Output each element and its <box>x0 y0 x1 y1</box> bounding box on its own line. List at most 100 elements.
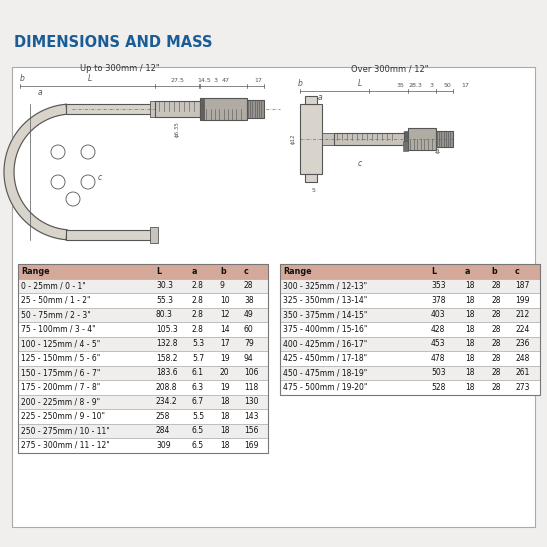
Bar <box>322 133 334 145</box>
Text: a: a <box>38 88 43 97</box>
Text: Range: Range <box>283 267 312 276</box>
Text: ϕ12: ϕ12 <box>291 133 296 144</box>
Text: c: c <box>244 267 249 276</box>
Text: 18: 18 <box>465 310 474 319</box>
Text: Over 300mm / 12": Over 300mm / 12" <box>351 64 429 73</box>
Bar <box>280 322 540 336</box>
Text: c: c <box>515 267 520 276</box>
Text: 208.8: 208.8 <box>156 383 177 392</box>
Text: b: b <box>20 74 25 83</box>
Bar <box>18 264 268 278</box>
Text: 150 - 175mm / 6 - 7": 150 - 175mm / 6 - 7" <box>21 368 101 377</box>
Bar <box>280 264 540 278</box>
Text: 224: 224 <box>515 325 529 334</box>
Bar <box>280 351 540 365</box>
Text: 14.5: 14.5 <box>197 78 211 83</box>
Text: ϕ21: ϕ21 <box>435 142 440 153</box>
Text: 80.3: 80.3 <box>156 310 173 319</box>
Text: 261: 261 <box>515 368 529 377</box>
Text: 30.3: 30.3 <box>156 281 173 290</box>
Text: 28: 28 <box>491 354 501 363</box>
Text: 50: 50 <box>443 83 451 88</box>
Text: b: b <box>220 267 226 276</box>
Text: b: b <box>491 267 497 276</box>
Bar <box>403 141 408 151</box>
Bar <box>200 98 247 120</box>
Text: c: c <box>98 172 102 182</box>
Text: 275 - 300mm / 11 - 12": 275 - 300mm / 11 - 12" <box>21 441 110 450</box>
Text: 28: 28 <box>491 339 501 348</box>
Bar <box>436 131 453 147</box>
Text: 18: 18 <box>465 354 474 363</box>
Bar <box>247 100 264 118</box>
Text: 118: 118 <box>244 383 258 392</box>
Text: 475 - 500mm / 19-20": 475 - 500mm / 19-20" <box>283 383 368 392</box>
Text: 273: 273 <box>515 383 529 392</box>
Bar <box>155 101 200 117</box>
Text: 10: 10 <box>220 296 230 305</box>
Text: 14: 14 <box>220 325 230 334</box>
Text: 18: 18 <box>220 426 230 435</box>
Text: 18: 18 <box>465 296 474 305</box>
Text: 9: 9 <box>220 281 225 290</box>
Text: 28: 28 <box>491 310 501 319</box>
Bar <box>280 307 540 322</box>
Text: 400 - 425mm / 16-17": 400 - 425mm / 16-17" <box>283 339 367 348</box>
Bar <box>150 227 158 243</box>
Text: ϕ8: ϕ8 <box>404 130 409 137</box>
Bar <box>18 438 268 452</box>
Text: 50 - 75mm / 2 - 3": 50 - 75mm / 2 - 3" <box>21 310 91 319</box>
Text: 55.3: 55.3 <box>156 296 173 305</box>
Bar <box>18 394 268 409</box>
Text: 250 - 275mm / 10 - 11": 250 - 275mm / 10 - 11" <box>21 426 110 435</box>
Text: 18: 18 <box>220 397 230 406</box>
Text: 20: 20 <box>220 368 230 377</box>
Bar <box>150 101 158 117</box>
Text: 2.8: 2.8 <box>192 281 204 290</box>
Text: 18: 18 <box>465 339 474 348</box>
Text: a: a <box>465 267 470 276</box>
Text: 130: 130 <box>244 397 259 406</box>
Text: c: c <box>358 160 362 168</box>
Text: 284: 284 <box>156 426 170 435</box>
Text: 27.5: 27.5 <box>170 78 184 83</box>
Text: 28: 28 <box>491 296 501 305</box>
Text: 248: 248 <box>515 354 529 363</box>
Bar <box>408 128 436 150</box>
Bar <box>305 174 317 182</box>
Bar <box>18 423 268 438</box>
Bar <box>305 96 317 104</box>
Text: 17: 17 <box>220 339 230 348</box>
Bar <box>18 336 268 351</box>
Text: 5.5: 5.5 <box>192 412 204 421</box>
Text: 28: 28 <box>491 325 501 334</box>
Text: 300 - 325mm / 12-13": 300 - 325mm / 12-13" <box>283 281 367 290</box>
Text: 6.3: 6.3 <box>192 383 204 392</box>
Text: ϕ6.35: ϕ6.35 <box>175 121 180 137</box>
Text: 12: 12 <box>220 310 230 319</box>
Text: 353: 353 <box>431 281 446 290</box>
Text: L: L <box>358 79 362 88</box>
Text: a: a <box>318 93 323 102</box>
Text: 425 - 450mm / 17-18": 425 - 450mm / 17-18" <box>283 354 367 363</box>
Text: L: L <box>431 267 436 276</box>
Text: 403: 403 <box>431 310 446 319</box>
Text: 187: 187 <box>515 281 529 290</box>
Text: 75 - 100mm / 3 - 4": 75 - 100mm / 3 - 4" <box>21 325 96 334</box>
Text: 212: 212 <box>515 310 529 319</box>
Text: 258: 258 <box>156 412 170 421</box>
Text: 2.8: 2.8 <box>192 310 204 319</box>
Text: 325 - 350mm / 13-14": 325 - 350mm / 13-14" <box>283 296 367 305</box>
Text: 350 - 375mm / 14-15": 350 - 375mm / 14-15" <box>283 310 368 319</box>
Text: 200 - 225mm / 8 - 9": 200 - 225mm / 8 - 9" <box>21 397 100 406</box>
Text: 79: 79 <box>244 339 254 348</box>
Text: L: L <box>88 74 92 83</box>
Text: Range: Range <box>21 267 50 276</box>
Polygon shape <box>4 104 67 240</box>
Text: 6.7: 6.7 <box>192 397 204 406</box>
Text: 428: 428 <box>431 325 445 334</box>
Text: 132.8: 132.8 <box>156 339 177 348</box>
Circle shape <box>51 175 65 189</box>
Circle shape <box>51 145 65 159</box>
Text: 6.5: 6.5 <box>192 426 204 435</box>
